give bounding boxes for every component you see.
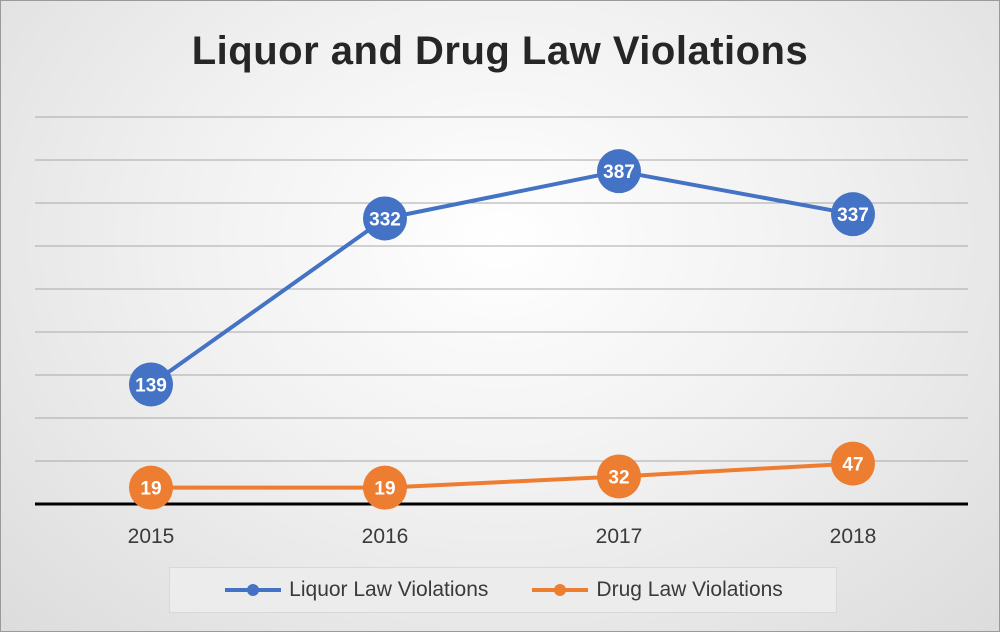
x-tick-label: 2018 [830, 525, 877, 548]
data-label: 332 [369, 209, 401, 230]
legend-marker-liquor [225, 584, 282, 596]
data-point [363, 465, 407, 510]
data-label: 337 [837, 205, 869, 226]
legend: Liquor Law Violations Drug Law Violation… [169, 567, 837, 613]
data-label: 139 [135, 375, 167, 396]
data-label: 19 [374, 479, 395, 500]
data-label: 19 [140, 479, 161, 500]
data-point [597, 149, 641, 194]
series-layer: 139 332 387 337 19 19 32 47 [129, 149, 875, 510]
data-point [831, 192, 875, 237]
data-point [831, 441, 875, 486]
x-tick-label: 2016 [362, 525, 409, 548]
x-tick-label: 2017 [596, 525, 643, 548]
x-tick-label: 2015 [128, 525, 175, 548]
legend-label-drug: Drug Law Violations [596, 578, 783, 601]
series-line [151, 461, 854, 490]
legend-item-liquor: Liquor Law Violations [223, 578, 488, 602]
legend-item-drug: Drug Law Violations [530, 578, 783, 602]
series-line [149, 169, 854, 387]
legend-marker-drug [532, 584, 589, 596]
data-point [597, 454, 641, 499]
x-axis: 2015 2016 2017 2018 [35, 502, 968, 548]
data-point [129, 362, 173, 407]
data-point [129, 465, 173, 510]
series-0: 139 332 387 337 [129, 149, 875, 407]
data-label: 387 [603, 162, 635, 183]
data-label: 47 [842, 455, 863, 476]
data-label: 32 [608, 467, 629, 488]
series-1: 19 19 32 47 [129, 441, 875, 510]
chart-title: Liquor and Drug Law Violations [191, 29, 809, 73]
gridlines [35, 116, 968, 462]
data-point [363, 196, 407, 241]
legend-label-liquor: Liquor Law Violations [289, 578, 489, 601]
